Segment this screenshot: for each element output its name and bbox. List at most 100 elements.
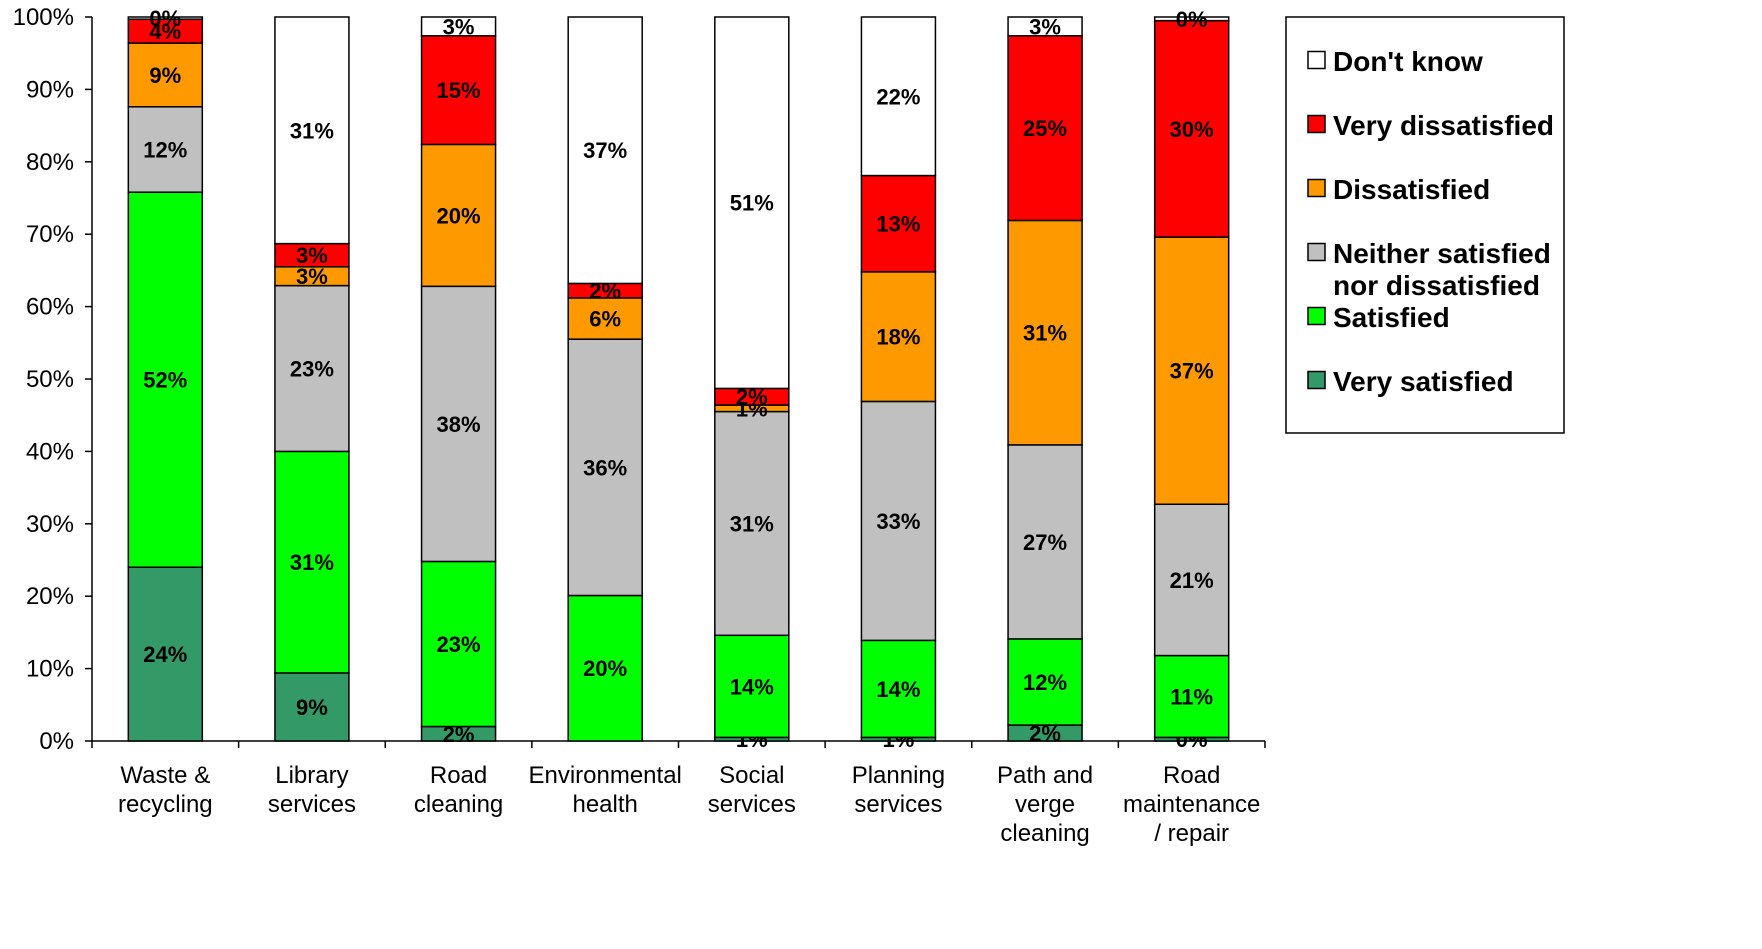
- data-label: 31%: [290, 550, 334, 575]
- data-label: 14%: [730, 674, 774, 699]
- bars: 24%52%12%9%4%0%9%31%23%3%3%31%2%23%38%20…: [127, 6, 1230, 752]
- y-tick-label: 90%: [26, 76, 74, 103]
- bar-segment-don-t-know: [127, 16, 204, 20]
- x-category-label-line: Road: [430, 762, 487, 789]
- data-label: 6%: [589, 307, 621, 332]
- legend-label: Neither satisfied nor dissatisfied: [1333, 238, 1551, 301]
- bar-segment-neither-satisfied-nor-dissatisfied: [274, 284, 350, 453]
- data-label: 3%: [296, 243, 328, 268]
- y-tick-label: 50%: [26, 366, 74, 393]
- bar-segment-don-t-know: [1007, 16, 1083, 37]
- data-label: 36%: [583, 455, 627, 480]
- bar-segment-satisfied: [274, 450, 350, 674]
- bar-segment-don-t-know: [714, 16, 790, 390]
- legend-label-line: Very dissatisfied: [1333, 110, 1554, 141]
- legend-label-line: Don't know: [1333, 46, 1483, 77]
- data-label: 3%: [296, 264, 328, 289]
- x-category-label: Environmental health: [528, 762, 681, 818]
- data-label: 12%: [143, 137, 187, 162]
- legend-label-line: Dissatisfied: [1333, 174, 1490, 205]
- y-tick-label: 40%: [26, 438, 74, 465]
- data-label: 3%: [443, 14, 475, 39]
- bar-segment-dissatisfied: [1007, 219, 1083, 446]
- legend-label-line: Satisfied: [1333, 302, 1450, 333]
- bar-segment-very-dissatisfied: [1153, 19, 1230, 238]
- data-label: 23%: [437, 632, 481, 657]
- x-category-label-line: / repair: [1154, 820, 1229, 847]
- x-category-label-line: health: [572, 791, 637, 818]
- bar-segment-don-t-know: [860, 16, 937, 177]
- x-category-label-line: Planning: [852, 762, 945, 789]
- x-category-label-line: Environmental: [528, 762, 681, 789]
- y-tick-label: 10%: [26, 656, 74, 683]
- x-category-label-line: Road: [1163, 762, 1220, 789]
- x-category-label-line: Library: [275, 762, 348, 789]
- legend-label: Don't know: [1333, 46, 1483, 77]
- data-label: 30%: [1170, 117, 1214, 142]
- data-label: 31%: [730, 511, 774, 536]
- data-label: 11%: [1170, 684, 1213, 709]
- data-label: 33%: [876, 509, 920, 534]
- legend-box: [1285, 16, 1565, 434]
- bar-segment-neither-satisfied-nor-dissatisfied: [567, 338, 643, 597]
- bar-segment-satisfied: [567, 594, 643, 742]
- data-label: 0%: [149, 6, 181, 31]
- x-category-label: Road maintenance / repair: [1123, 762, 1260, 847]
- bar-segment-don-t-know: [1153, 16, 1230, 22]
- bar-segment-neither-satisfied-nor-dissatisfied: [860, 400, 937, 642]
- legend-label: Very dissatisfied: [1333, 110, 1554, 141]
- legend-swatch: [1307, 178, 1326, 198]
- y-tick-label: 60%: [26, 294, 74, 321]
- y-tick-label: 100%: [13, 4, 74, 31]
- x-category-label: Social services: [708, 762, 796, 818]
- x-category-label-line: cleaning: [1000, 820, 1089, 847]
- bar-segment-satisfied: [420, 560, 497, 728]
- x-category-label-line: services: [854, 791, 942, 818]
- data-label: 3%: [1029, 14, 1061, 39]
- x-category-label: Planning services: [852, 762, 945, 818]
- bar-segment-satisfied: [1153, 654, 1230, 739]
- data-label: 0%: [1176, 7, 1208, 32]
- legend-label-line: nor dissatisfied: [1333, 270, 1540, 301]
- data-label: 4%: [149, 19, 181, 44]
- x-category-label-line: Social: [719, 762, 784, 789]
- x-category-label-line: recycling: [118, 791, 213, 818]
- data-label: 52%: [143, 368, 187, 393]
- data-label: 20%: [583, 656, 627, 681]
- data-label: 31%: [290, 118, 334, 143]
- y-tick-label: 30%: [26, 511, 74, 538]
- legend-label: Very satisfied: [1333, 366, 1514, 397]
- data-label: 14%: [876, 677, 920, 702]
- x-category-label-line: Waste &: [120, 762, 210, 789]
- x-category-label: Road cleaning: [414, 762, 503, 818]
- x-category-label-line: maintenance: [1123, 791, 1260, 818]
- bar-segment-neither-satisfied-nor-dissatisfied: [1007, 444, 1083, 640]
- y-tick-label: 0%: [39, 728, 74, 755]
- legend-label: Dissatisfied: [1333, 174, 1490, 205]
- data-label: 12%: [1023, 670, 1067, 695]
- data-label: 25%: [1023, 116, 1067, 141]
- y-tick-label: 70%: [26, 221, 74, 248]
- legend-swatch: [1307, 242, 1326, 262]
- data-label: 37%: [583, 138, 627, 163]
- legend-swatch: [1307, 306, 1326, 326]
- data-label: 38%: [437, 412, 481, 437]
- y-tick-label: 20%: [26, 583, 74, 610]
- legend-label-line: Very satisfied: [1333, 366, 1514, 397]
- bar-segment-dissatisfied: [567, 297, 643, 340]
- x-category-label: Waste & recycling: [118, 762, 213, 818]
- data-label: 20%: [437, 203, 481, 228]
- bar-segment-don-t-know: [420, 16, 497, 37]
- bar-segment-very-satisfied: [127, 566, 204, 742]
- bar-segment-very-dissatisfied: [860, 174, 937, 273]
- legend-label: Satisfied: [1333, 302, 1450, 333]
- data-label: 22%: [876, 84, 920, 109]
- bar-segment-dissatisfied: [1153, 236, 1230, 506]
- bar-segment-neither-satisfied-nor-dissatisfied: [127, 106, 204, 193]
- x-category-label-line: Path and: [997, 762, 1093, 789]
- legend-swatch: [1307, 50, 1326, 70]
- x-category-label-line: verge: [1015, 791, 1075, 818]
- y-tick-label: 80%: [26, 149, 74, 176]
